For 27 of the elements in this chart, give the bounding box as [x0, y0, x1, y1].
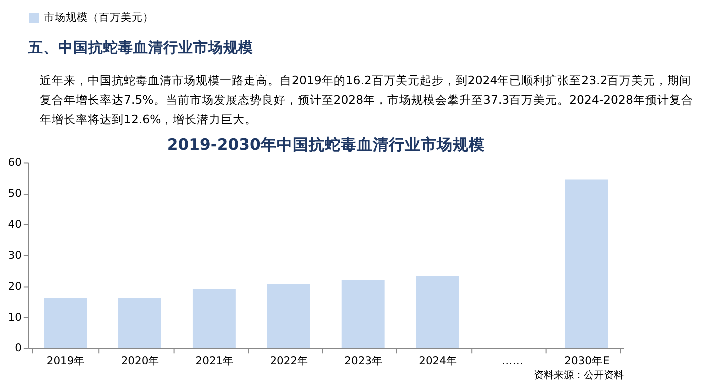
- x-tick-label: 2024年: [419, 354, 458, 368]
- legend-label: 市场规模（百万美元）: [44, 11, 154, 24]
- text: 资料来源：公开资料: [534, 370, 624, 382]
- chart-subtitle: 近年来，中国抗蛇毒血清市场规模一路走高。自2019年的16.2百万美元起步，到2024年已顺利扩张至23.2百万美元，期间复合年增长率达7.5%。当前市场发展态势良好，预计至2028年，市场规模会攀升至37.3百万美元。2024-2028年预计复合年增长率将达到12.6%，增长潜力巨大。: [40, 74, 694, 127]
- y-tick-label: 10: [8, 310, 22, 324]
- x-tick-label: 2022年: [270, 354, 309, 368]
- bar: [118, 298, 162, 348]
- bar: [44, 298, 88, 348]
- y-tick-label: 40: [8, 218, 22, 231]
- bar: [192, 289, 236, 348]
- x-tick-label: 2023年: [344, 354, 384, 368]
- bar: [342, 280, 385, 348]
- bar: [565, 180, 608, 348]
- y-tick-label: 20: [8, 280, 22, 293]
- y-tick-label: 60: [8, 156, 22, 170]
- x-tick-label: 2020年: [121, 354, 160, 368]
- bar: [416, 276, 460, 348]
- chart-title: 2019-2030年中国抗蛇毒血清行业市场规模: [167, 136, 485, 154]
- y-tick-label: 50: [8, 187, 22, 200]
- y-tick-label: 30: [8, 248, 22, 262]
- text: 五、中国抗蛇毒血清行业市场规模: [27, 38, 254, 56]
- x-tick-label: 2019年: [46, 354, 86, 368]
- x-tick-label: 2021年: [196, 354, 234, 368]
- x-tick-label: 2030年E: [564, 354, 610, 368]
- x-tick-label: ……: [502, 354, 524, 368]
- y-tick-label: 0: [15, 342, 22, 355]
- bar: [267, 284, 310, 348]
